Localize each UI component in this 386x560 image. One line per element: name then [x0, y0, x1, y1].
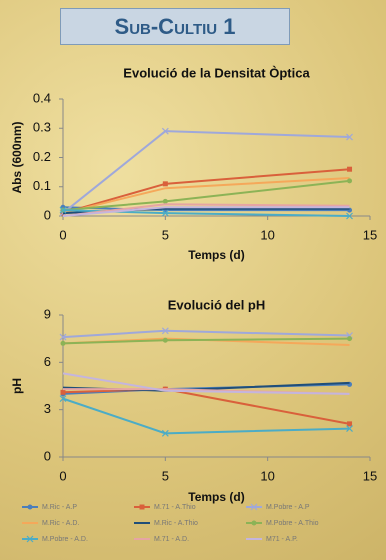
- legend-label: M.Ric - A.P: [42, 504, 77, 511]
- legend-label: M71 - A.P.: [266, 536, 298, 543]
- y-tick-label: 0.4: [33, 90, 51, 105]
- y-axis-title: pH: [10, 378, 24, 394]
- x-tick-label: 5: [162, 468, 169, 483]
- y-tick-label: 0.3: [33, 120, 51, 135]
- x-axis-title: Temps (d): [188, 248, 244, 262]
- y-tick-label: 0.1: [33, 178, 51, 193]
- x-tick-label: 10: [260, 468, 274, 483]
- point: [28, 505, 33, 510]
- point: [252, 521, 257, 526]
- x-tick-label: 15: [363, 468, 377, 483]
- point: [163, 338, 168, 343]
- y-tick-label: 0: [44, 207, 51, 222]
- point: [140, 505, 145, 510]
- y-tick-label: 9: [44, 306, 51, 321]
- page: Sub-Cultiu 1 Evolució de la Densitat Òpt…: [0, 0, 386, 560]
- legend-label: M.Pobre - A.D.: [42, 536, 88, 543]
- x-tick-label: 10: [260, 227, 274, 242]
- charts: Evolució de la Densitat Òptica Temps (d) A…: [0, 0, 386, 560]
- point: [61, 390, 66, 395]
- series-line: [63, 331, 350, 337]
- point: [347, 167, 352, 172]
- y-tick-label: 3: [44, 401, 51, 416]
- point: [163, 199, 168, 204]
- x-tick-label: 5: [162, 227, 169, 242]
- legend-label: M.Ric - A.D.: [42, 520, 79, 527]
- x-tick-label: 15: [363, 227, 377, 242]
- chart-title: Evolució de la Densitat Òptica: [123, 65, 310, 80]
- y-tick-label: 0: [44, 448, 51, 463]
- x-axis-title: Temps (d): [188, 490, 244, 504]
- legend-label: M.Pobre - A.P: [266, 504, 310, 511]
- point: [347, 421, 352, 426]
- point: [347, 178, 352, 183]
- x-tick-label: 0: [59, 468, 66, 483]
- x-tick-label: 0: [59, 227, 66, 242]
- y-tick-label: 0.2: [33, 149, 51, 164]
- y-axis-title: Abs (600nm): [10, 121, 24, 193]
- legend-label: M.Pobre - A.Thio: [266, 520, 319, 527]
- chart-title: Evolució del pH: [168, 297, 266, 312]
- legend-label: M.Ric - A.Thio: [154, 520, 198, 527]
- point: [61, 341, 66, 346]
- point: [347, 336, 352, 341]
- point: [163, 181, 168, 186]
- legend-label: M.71 - A.D.: [154, 536, 189, 543]
- legend-label: M.71 - A.Thio: [154, 504, 196, 511]
- y-tick-label: 6: [44, 354, 51, 369]
- series-line: [63, 389, 350, 424]
